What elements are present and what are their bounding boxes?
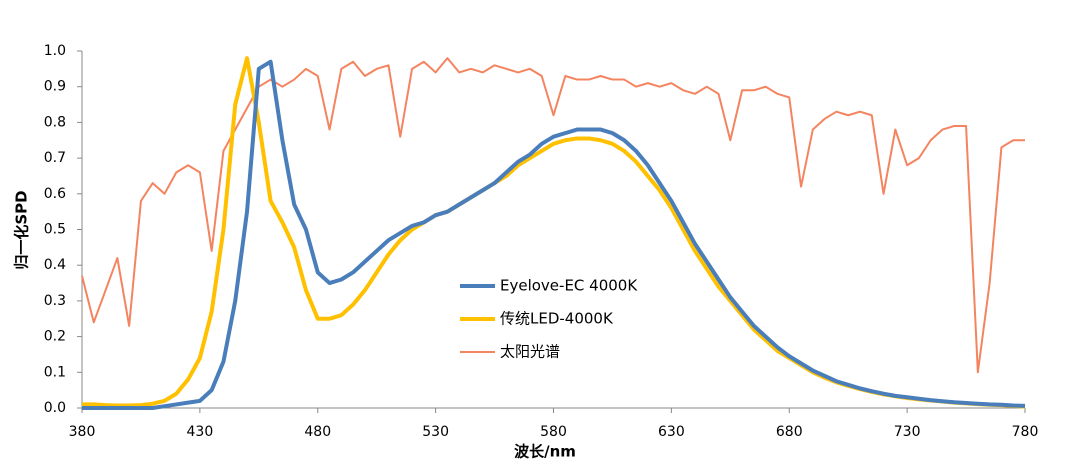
y-tick-label: 0.1: [44, 364, 66, 380]
series-line: [82, 59, 1026, 410]
legend-label: 传统LED-4000K: [500, 310, 614, 328]
x-tick-label: 730: [894, 424, 921, 440]
y-tick-label: 0.5: [44, 222, 66, 238]
y-axis-label: 归一化SPD: [13, 190, 31, 269]
y-tick-label: 0.4: [44, 257, 66, 273]
y-tick-label: 0.0: [44, 400, 66, 416]
x-tick-label: 630: [658, 424, 685, 440]
x-tick-label: 480: [304, 424, 331, 440]
y-tick-label: 0.9: [44, 79, 66, 95]
x-tick-label: 380: [69, 424, 96, 440]
legend-label: 太阳光谱: [500, 343, 560, 361]
x-tick-label: 580: [540, 424, 567, 440]
x-tick-label: 780: [1012, 424, 1039, 440]
y-tick-label: 0.8: [44, 114, 66, 130]
y-tick-label: 1.0: [44, 43, 66, 59]
x-tick-label: 430: [187, 424, 214, 440]
x-tick-label: 680: [776, 424, 803, 440]
y-tick-label: 0.2: [44, 329, 66, 345]
y-tick-label: 0.3: [44, 293, 66, 309]
x-tick-label: 530: [422, 424, 449, 440]
x-axis-label: 波长/nm: [514, 443, 576, 461]
y-tick-label: 0.7: [44, 150, 66, 166]
legend-label: Eyelove-EC 4000K: [500, 277, 638, 295]
y-tick-label: 0.6: [44, 186, 66, 202]
series-line: [81, 57, 1025, 374]
